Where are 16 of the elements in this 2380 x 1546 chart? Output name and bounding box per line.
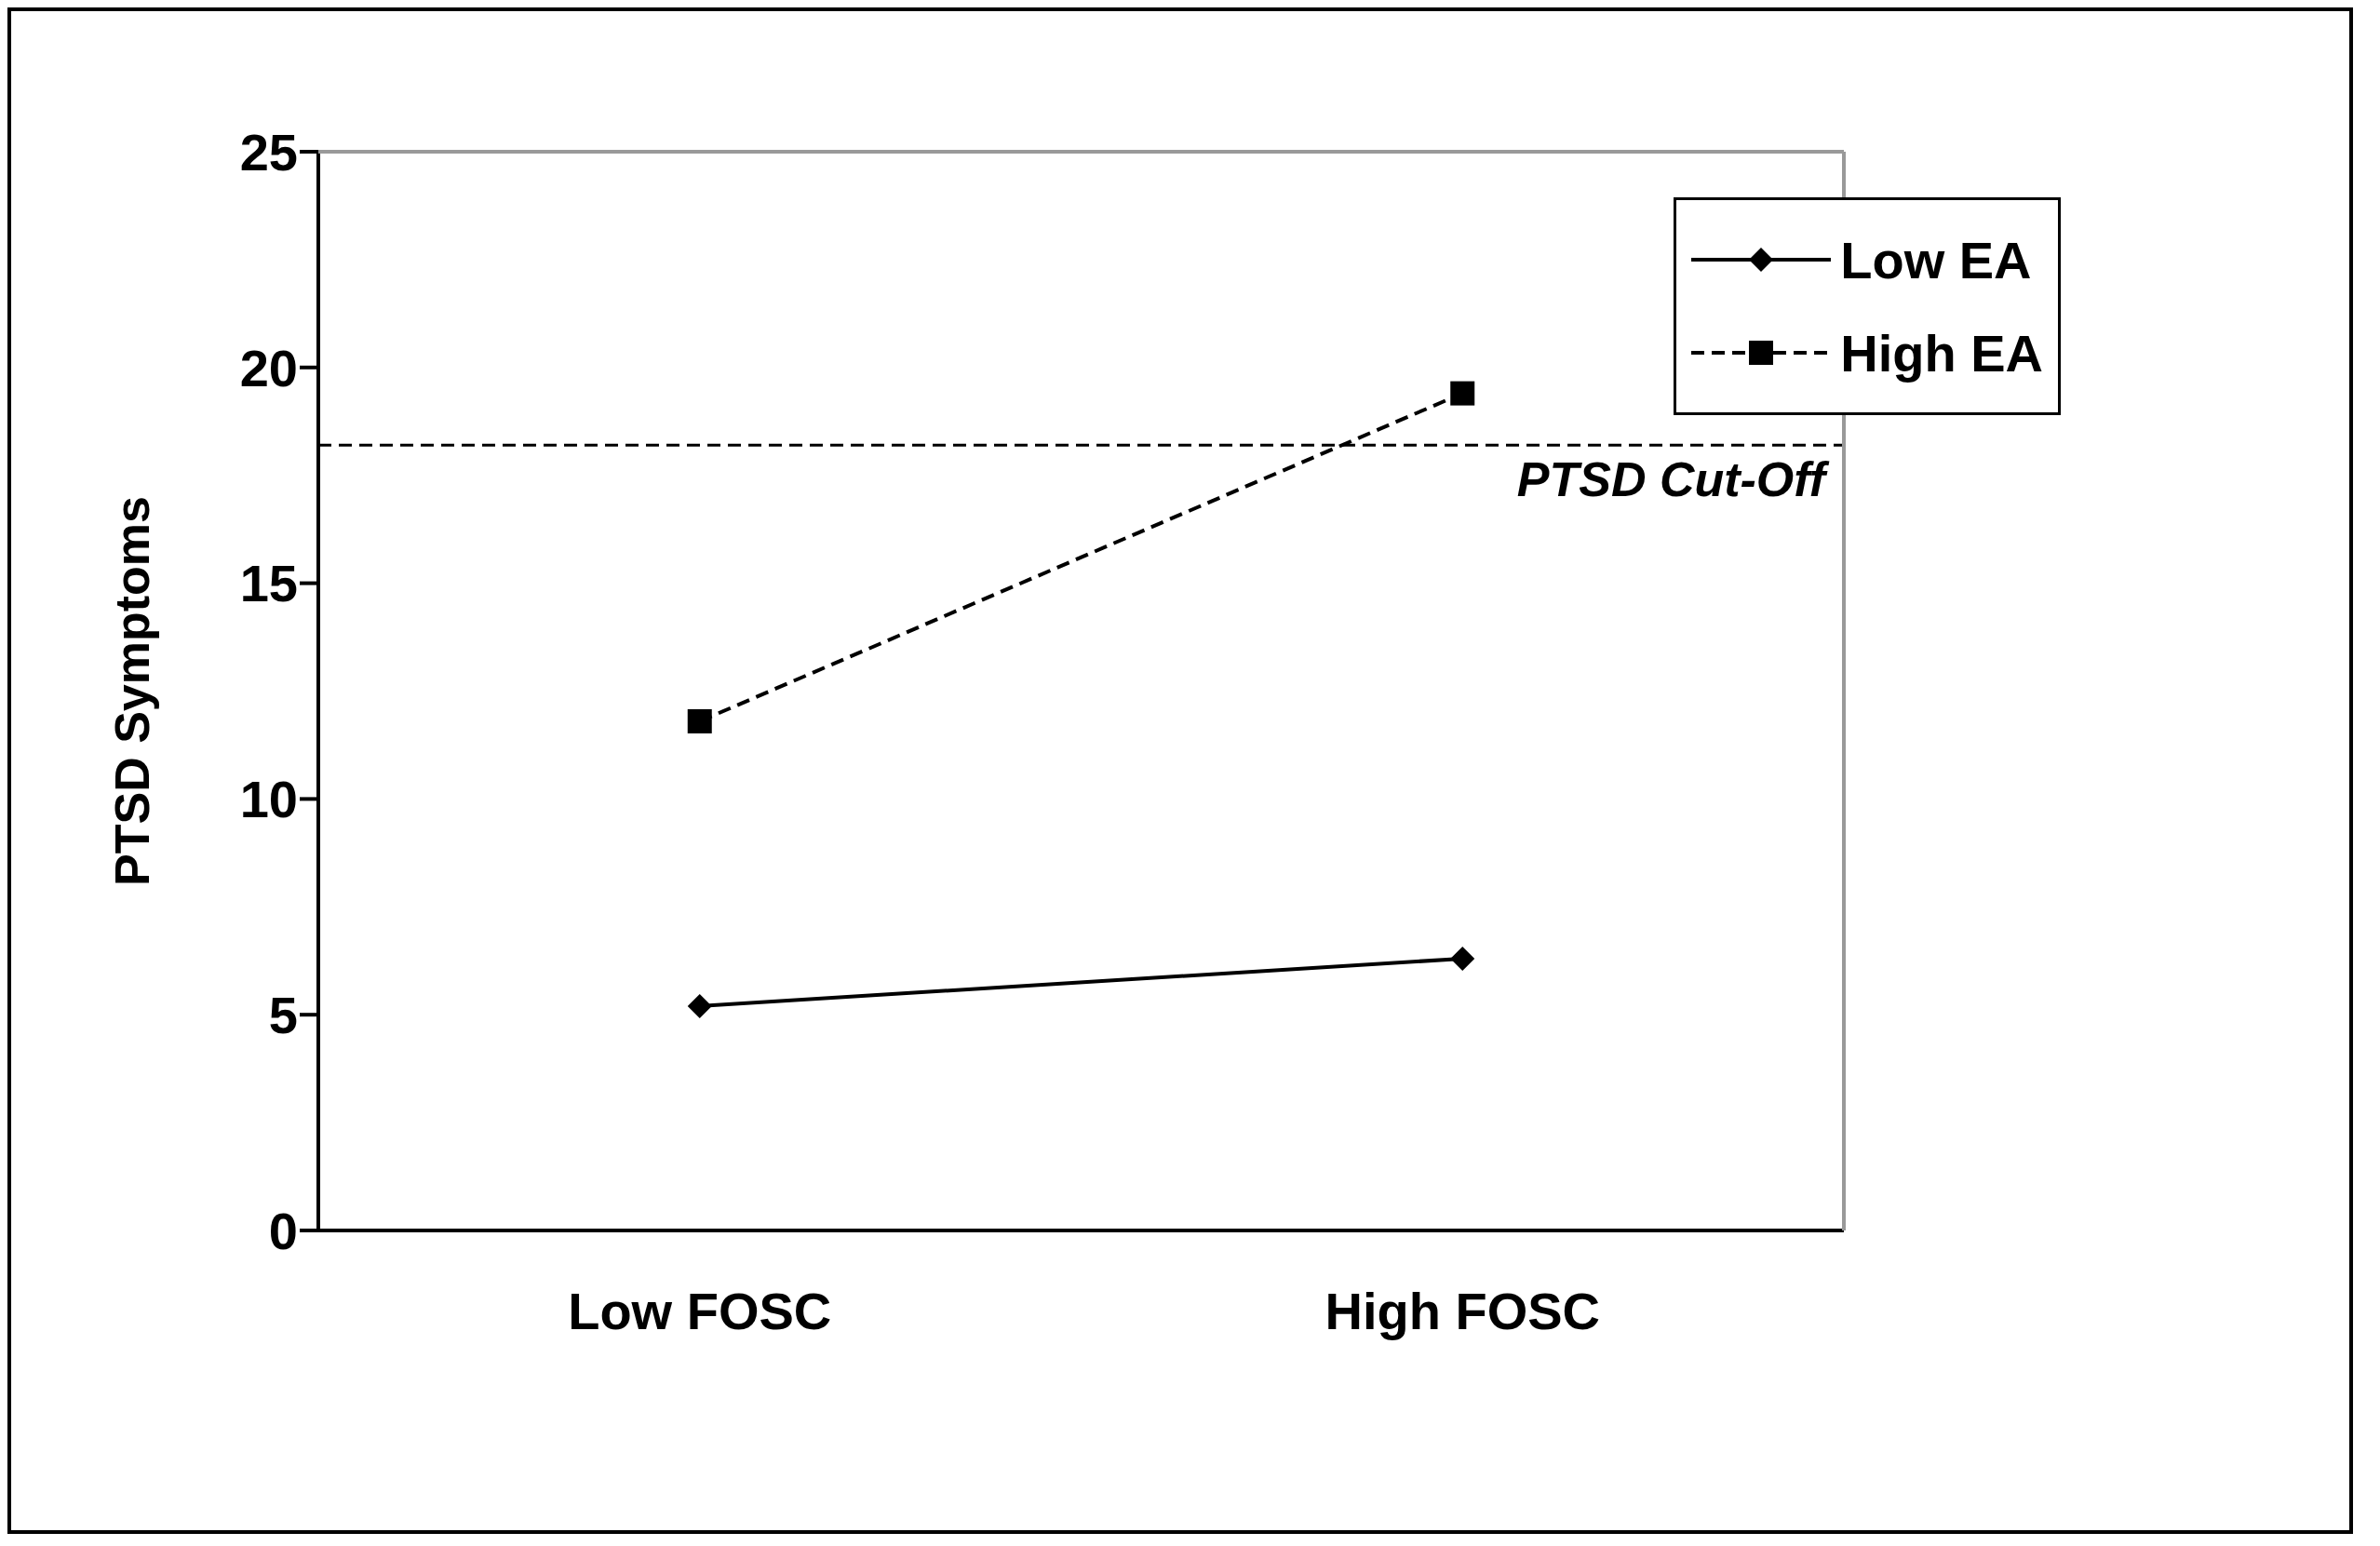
x-tick-label: Low FOSC <box>568 1281 832 1340</box>
point <box>1450 381 1475 406</box>
point <box>687 993 712 1018</box>
y-tick-label: 20 <box>239 338 298 397</box>
y-tick-label: 5 <box>268 986 298 1045</box>
y-tick-label: 10 <box>239 770 298 829</box>
x-tick-label: High FOSC <box>1324 1281 1601 1340</box>
y-tick-label: 25 <box>239 122 298 181</box>
point <box>1450 946 1475 971</box>
ref-line-label: PTSD Cut-Off <box>1516 452 1830 507</box>
legend-label: High EA <box>1840 322 2043 383</box>
legend-label: Low EA <box>1840 229 2032 290</box>
y-tick-label: 15 <box>239 554 298 613</box>
point <box>687 708 712 733</box>
y-tick-label: 0 <box>268 1201 298 1260</box>
y-axis-title: PTSD Symptoms <box>105 496 160 886</box>
